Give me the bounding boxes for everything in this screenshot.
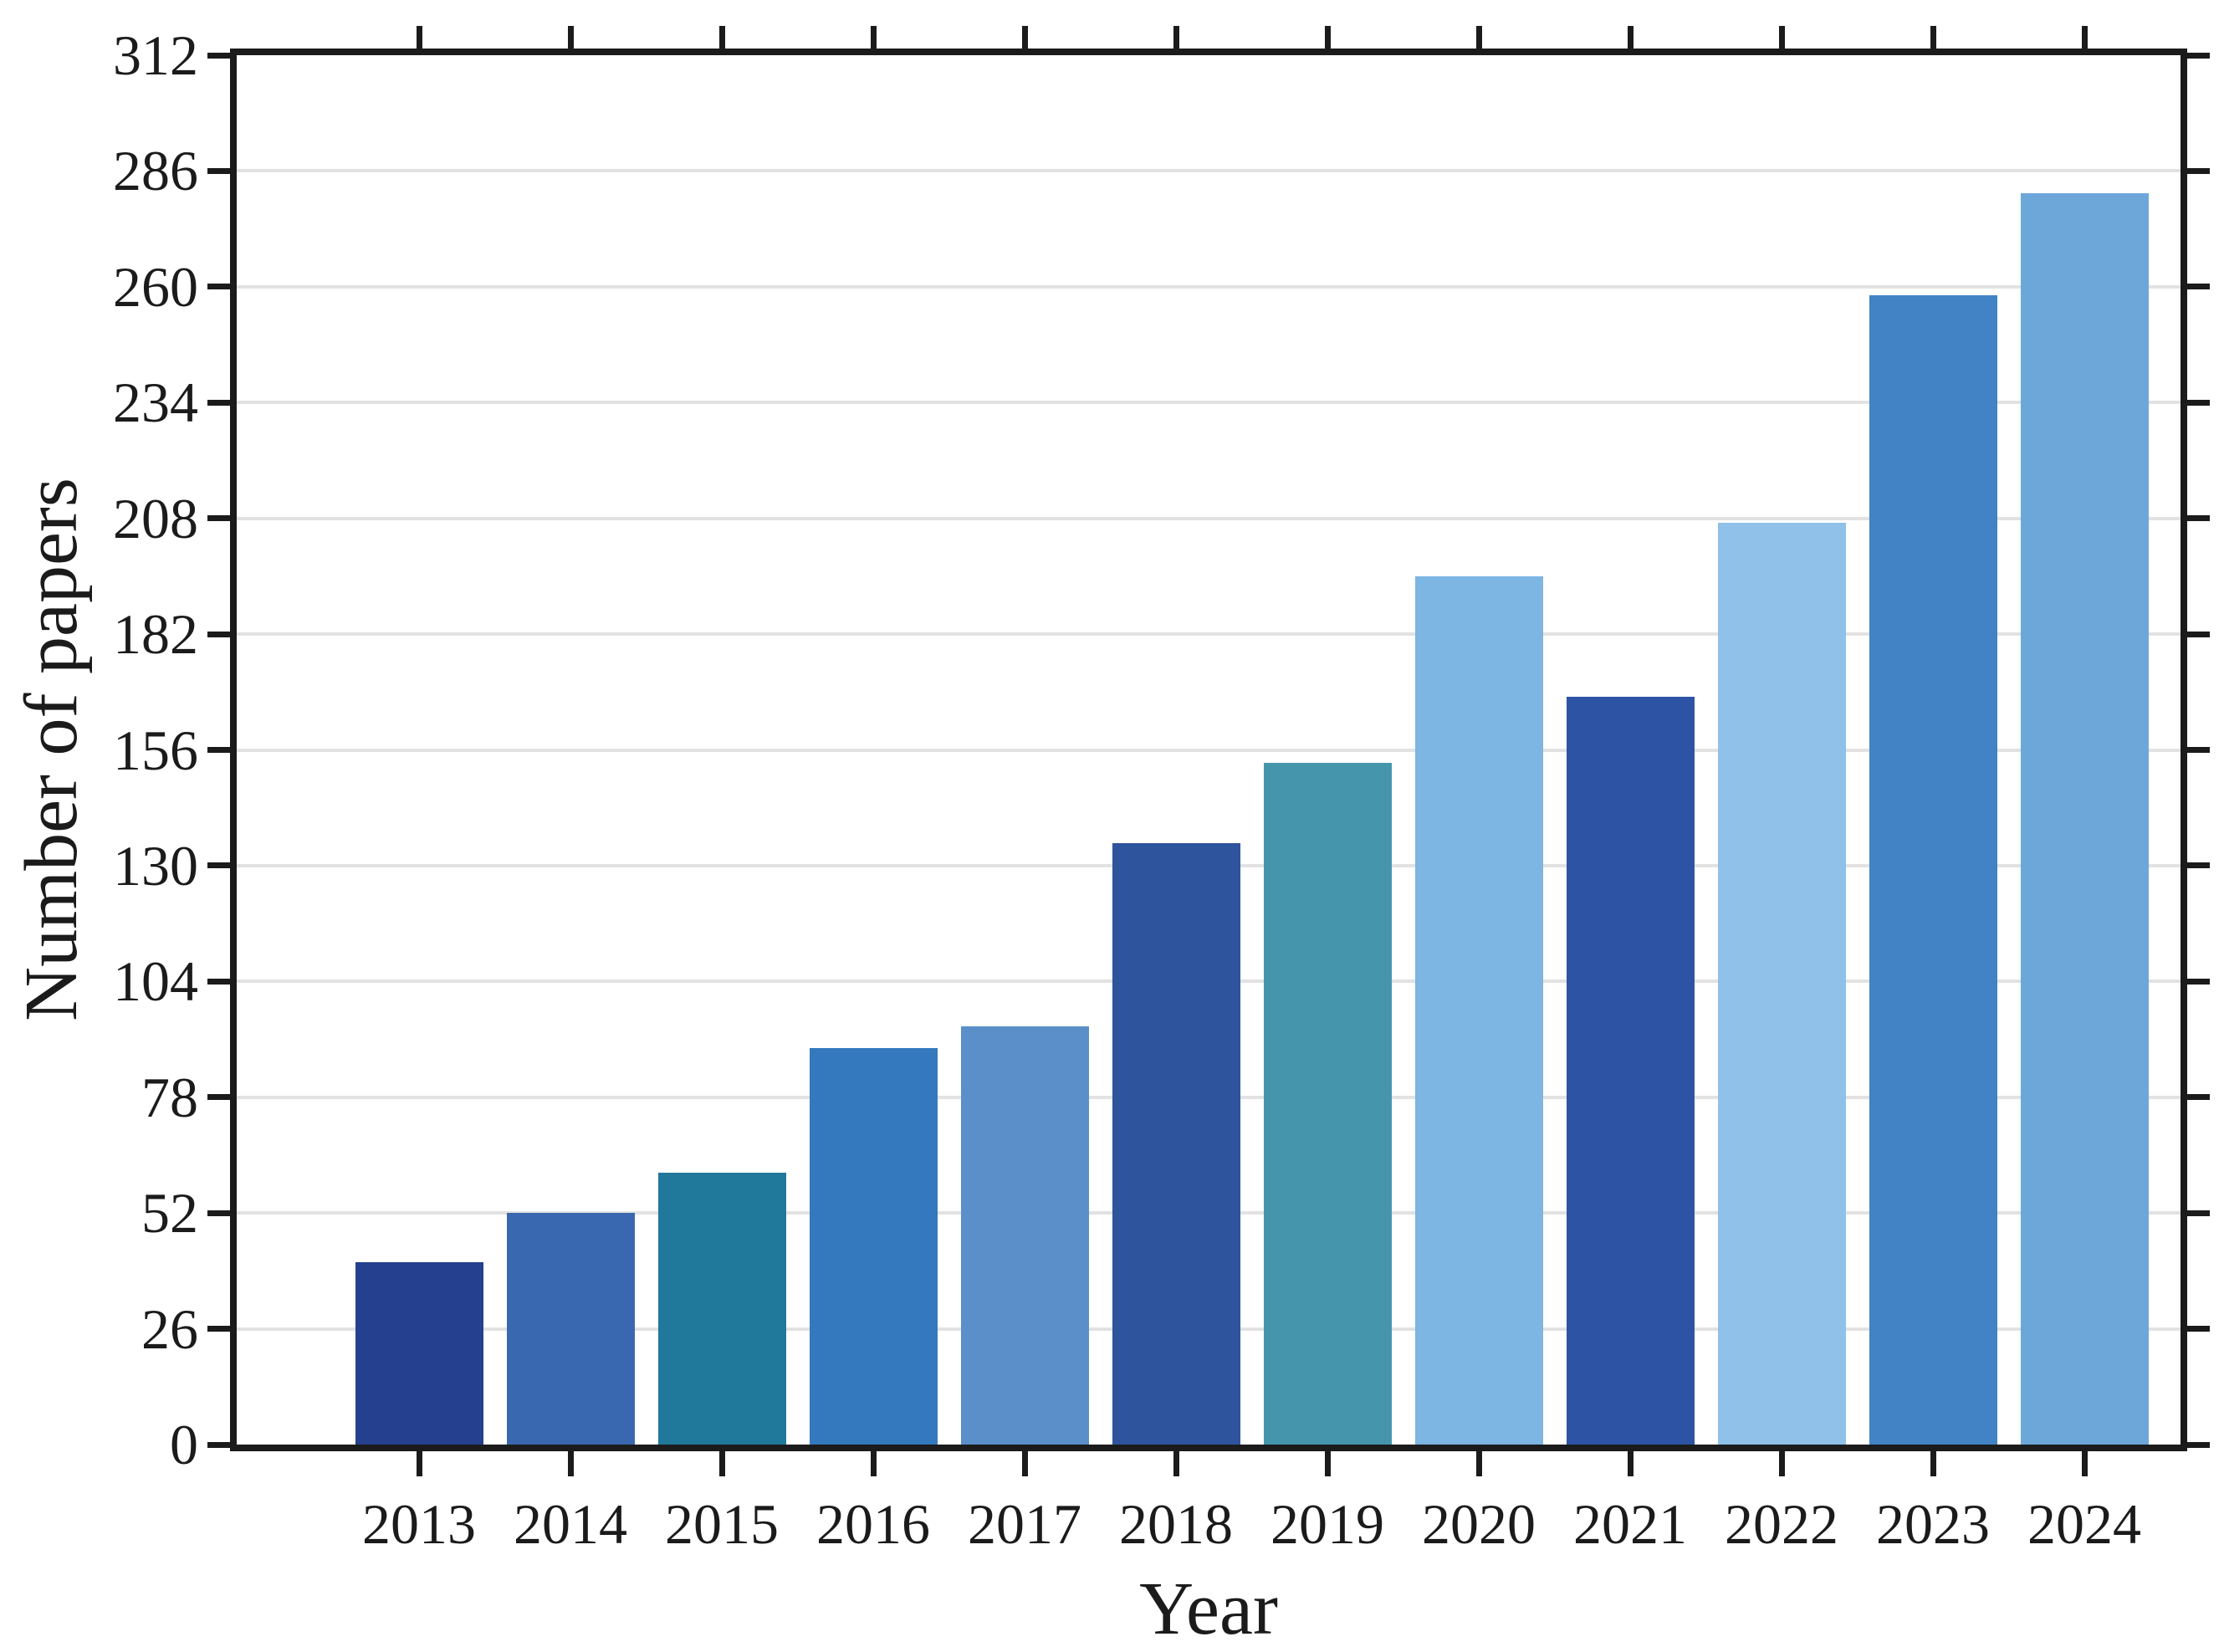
x-tick-mark-bottom-2017 (1021, 1451, 1028, 1476)
x-tick-label-2015: 2015 (665, 1492, 779, 1556)
x-tick-label-2018: 2018 (1119, 1492, 1233, 1556)
x-tick-mark-bottom-2023 (1930, 1451, 1936, 1476)
x-tick-mark-bottom-2014 (567, 1451, 574, 1476)
y-tick-mark-right-260 (2187, 284, 2210, 290)
bar-2019 (1263, 763, 1392, 1445)
y-tick-mark-right-312 (2187, 52, 2210, 59)
y-tick-mark-right-78 (2187, 1094, 2210, 1101)
y-tick-mark-left-286 (207, 167, 230, 174)
x-tick-mark-top-2021 (1627, 26, 1633, 49)
x-tick-mark-top-2019 (1324, 26, 1331, 49)
y-tick-mark-left-234 (207, 399, 230, 406)
x-tick-mark-bottom-2020 (1475, 1451, 1482, 1476)
y-tick-label-52: 52 (141, 1181, 198, 1245)
bar-2013 (355, 1261, 483, 1445)
bar-2020 (1414, 575, 1543, 1445)
y-tick-label-234: 234 (113, 371, 198, 435)
y-tick-mark-left-260 (207, 284, 230, 290)
gridline-234 (237, 401, 2181, 405)
x-tick-label-2019: 2019 (1270, 1492, 1384, 1556)
gridline-182 (237, 632, 2181, 637)
y-tick-label-130: 130 (113, 833, 198, 898)
y-tick-mark-left-312 (207, 52, 230, 59)
y-tick-mark-right-182 (2187, 631, 2210, 637)
gridline-286 (237, 169, 2181, 173)
bar-2014 (506, 1213, 635, 1445)
bar-2015 (657, 1173, 786, 1445)
bar-2016 (809, 1048, 938, 1445)
x-tick-mark-bottom-2021 (1627, 1451, 1633, 1476)
x-tick-mark-top-2017 (1021, 26, 1028, 49)
y-tick-mark-right-0 (2187, 1441, 2210, 1448)
x-tick-label-2023: 2023 (1876, 1492, 1990, 1556)
y-tick-mark-left-208 (207, 515, 230, 522)
x-tick-mark-bottom-2018 (1173, 1451, 1179, 1476)
y-tick-mark-right-234 (2187, 399, 2210, 406)
y-tick-label-208: 208 (113, 486, 198, 550)
x-tick-mark-bottom-2019 (1324, 1451, 1331, 1476)
x-tick-label-2021: 2021 (1573, 1492, 1687, 1556)
x-tick-mark-top-2020 (1475, 26, 1482, 49)
y-tick-label-26: 26 (141, 1297, 198, 1361)
x-tick-mark-top-2013 (416, 26, 422, 49)
y-tick-mark-right-156 (2187, 747, 2210, 753)
x-tick-mark-top-2022 (1778, 26, 1785, 49)
x-tick-label-2024: 2024 (2027, 1492, 2141, 1556)
y-tick-label-182: 182 (113, 602, 198, 667)
gridline-208 (237, 516, 2181, 520)
bar-2017 (960, 1025, 1089, 1445)
y-tick-label-0: 0 (170, 1413, 198, 1476)
y-tick-label-312: 312 (113, 23, 198, 87)
x-tick-mark-top-2018 (1173, 26, 1179, 49)
y-tick-mark-left-0 (207, 1441, 230, 1448)
y-tick-label-156: 156 (113, 718, 198, 782)
x-tick-label-2022: 2022 (1725, 1492, 1838, 1556)
bar-2024 (2020, 193, 2149, 1445)
y-tick-mark-right-52 (2187, 1210, 2210, 1216)
x-tick-label-2020: 2020 (1422, 1492, 1536, 1556)
bar-2022 (1717, 523, 1846, 1445)
plot-area (230, 49, 2187, 1451)
y-tick-mark-left-130 (207, 862, 230, 869)
bar-2018 (1112, 843, 1240, 1445)
x-axis-label: Year (1139, 1568, 1278, 1650)
y-tick-mark-left-182 (207, 631, 230, 637)
x-tick-label-2017: 2017 (968, 1492, 1081, 1556)
x-tick-mark-bottom-2016 (870, 1451, 877, 1476)
x-tick-mark-bottom-2013 (416, 1451, 422, 1476)
x-tick-mark-top-2014 (567, 26, 574, 49)
gridline-260 (237, 284, 2181, 289)
bar-2023 (1869, 295, 1997, 1445)
x-tick-mark-bottom-2015 (718, 1451, 725, 1476)
y-tick-mark-left-104 (207, 978, 230, 985)
gridline-156 (237, 748, 2181, 752)
x-tick-mark-bottom-2022 (1778, 1451, 1785, 1476)
bar-2021 (1566, 696, 1695, 1445)
x-tick-label-2014: 2014 (514, 1492, 627, 1556)
x-tick-mark-top-2015 (718, 26, 725, 49)
y-tick-mark-right-104 (2187, 978, 2210, 985)
y-tick-mark-right-130 (2187, 862, 2210, 869)
x-tick-mark-top-2024 (2081, 26, 2088, 49)
y-tick-mark-left-78 (207, 1094, 230, 1101)
y-tick-label-104: 104 (113, 949, 198, 1014)
y-tick-mark-right-26 (2187, 1326, 2210, 1332)
x-tick-label-2013: 2013 (362, 1492, 476, 1556)
x-tick-mark-top-2023 (1930, 26, 1936, 49)
y-tick-mark-left-26 (207, 1326, 230, 1332)
x-tick-mark-top-2016 (870, 26, 877, 49)
y-tick-label-286: 286 (113, 139, 198, 203)
x-tick-mark-bottom-2024 (2081, 1451, 2088, 1476)
y-tick-label-78: 78 (141, 1065, 198, 1129)
y-tick-mark-left-52 (207, 1210, 230, 1216)
y-tick-mark-right-208 (2187, 515, 2210, 522)
y-tick-mark-right-286 (2187, 167, 2210, 174)
y-tick-mark-left-156 (207, 747, 230, 753)
x-tick-label-2016: 2016 (816, 1492, 930, 1556)
y-tick-label-260: 260 (113, 254, 198, 319)
